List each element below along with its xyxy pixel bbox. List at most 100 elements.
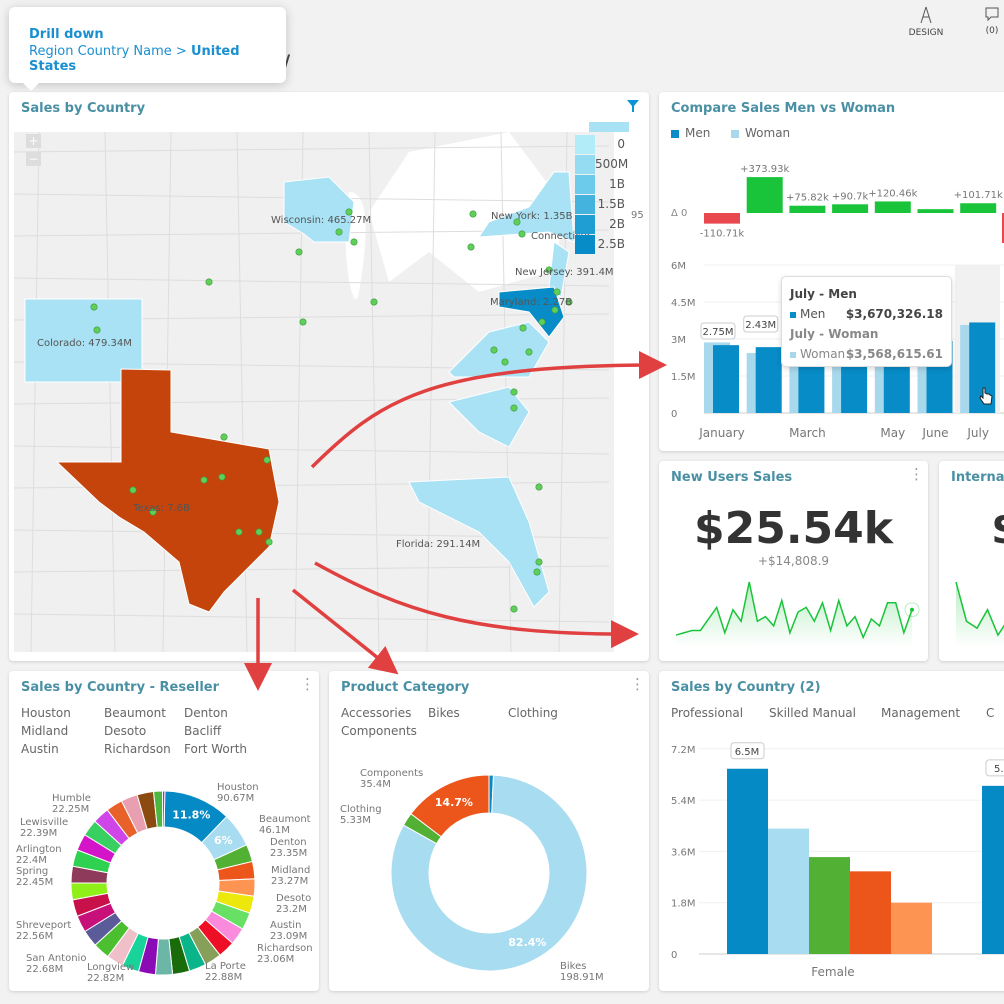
card-title: New Users Sales xyxy=(671,470,793,485)
y-tick: 6M xyxy=(671,261,686,272)
internal-card: Internal $ xyxy=(939,461,1004,661)
legend-cut-label: 95 xyxy=(631,210,644,221)
tooltip-header-woman: July - Woman xyxy=(790,327,879,341)
x-tick: March xyxy=(789,426,826,440)
state-maryland xyxy=(498,286,565,338)
bar-label: 6.5M xyxy=(735,747,760,758)
legend-item-desoto[interactable]: Desoto xyxy=(104,724,147,738)
y-tick: 1.8M xyxy=(671,899,696,910)
legend-swatch xyxy=(575,175,595,194)
legend-item-clothing[interactable]: Clothing xyxy=(508,706,558,720)
legend-item-bacliff[interactable]: Bacliff xyxy=(184,724,222,738)
legend-item-skilled-manual[interactable]: Skilled Manual xyxy=(769,706,856,720)
card-title: Sales by Country - Reseller xyxy=(21,680,220,695)
bar-label-box xyxy=(743,315,779,333)
slice-components xyxy=(410,774,490,838)
legend-item-beaumont[interactable]: Beaumont xyxy=(104,706,166,720)
zoom-out-button[interactable]: − xyxy=(26,152,41,166)
legend-item-midland[interactable]: Midland xyxy=(21,724,69,738)
legend-item-fort-worth[interactable]: Fort Worth xyxy=(184,742,248,756)
zoom-in-button[interactable]: + xyxy=(26,134,41,148)
legend-item-c[interactable]: C xyxy=(986,706,995,720)
compare-chart[interactable]: Δ 0 -110.71k +373.93k +75.82k +90.7k +120.46k… xyxy=(659,92,1004,451)
location-dot xyxy=(538,318,546,326)
slice-percent: 6% xyxy=(214,834,233,847)
us-map[interactable]: Wisconsin: 465.27M Colorado: 479.34M Texas… xyxy=(9,92,649,661)
state-label: Maryland: 2.27B xyxy=(490,297,572,308)
legend-woman[interactable]: Woman xyxy=(731,126,790,140)
location-dot xyxy=(220,433,228,441)
sparkline xyxy=(955,581,1004,647)
slice-label: Spring 22.45M xyxy=(16,866,54,888)
state-label: Texas: 7.6B xyxy=(132,503,190,514)
location-dot xyxy=(265,538,273,546)
reseller-donut[interactable]: 11.8% 6% xyxy=(9,671,319,991)
legend-swatch xyxy=(575,235,595,254)
sparkline-end-dot xyxy=(910,607,914,612)
slice-label: Midland 23.27M xyxy=(271,865,311,887)
location-dot xyxy=(370,298,378,306)
legend-label: 500M xyxy=(595,157,629,171)
card-title: Internal xyxy=(951,470,1004,485)
legend-men[interactable]: Men xyxy=(671,126,710,140)
legend-item-richardson[interactable]: Richardson xyxy=(104,742,171,756)
location-dot xyxy=(295,248,303,256)
legend-label: 2.5B xyxy=(597,237,625,251)
location-dot xyxy=(510,388,518,396)
product-donut[interactable]: 82.4% 14.7% xyxy=(329,671,649,991)
slice-label: La Porte 22.88M xyxy=(205,961,246,983)
slice-percent: 82.4% xyxy=(508,936,546,949)
drilldown-title: Drill down xyxy=(29,27,104,42)
legend-item-houston[interactable]: Houston xyxy=(21,706,71,720)
state-maine xyxy=(589,122,629,132)
y-tick: 0 xyxy=(671,409,677,420)
slice-label: San Antonio 22.68M xyxy=(26,953,87,975)
delta-bar xyxy=(789,205,826,213)
legend-item-austin[interactable]: Austin xyxy=(21,742,59,756)
location-dot xyxy=(335,228,343,236)
legend-item-denton[interactable]: Denton xyxy=(184,706,228,720)
legend-item-accessories[interactable]: Accessories xyxy=(341,706,412,720)
legend-label: 1B xyxy=(609,177,625,191)
hand-cursor-icon xyxy=(979,387,993,405)
design-button[interactable]: DESIGN xyxy=(906,6,946,38)
men-bar xyxy=(755,347,782,413)
location-dot xyxy=(263,456,271,464)
delta-axis-label: Δ 0 xyxy=(671,208,687,219)
state-label: Colorado: 479.34M xyxy=(37,338,132,349)
tooltip-header-men: July - Men xyxy=(790,287,857,301)
bar-label-box xyxy=(730,742,765,760)
state-label: Florida: 291.14M xyxy=(396,539,480,550)
y-tick: 7.2M xyxy=(671,745,696,756)
slice-percent: 11.8% xyxy=(172,809,210,822)
slice-label: Components 35.4M xyxy=(360,768,424,790)
card-title: Sales by Country (2) xyxy=(671,680,821,695)
legend-item-bikes[interactable]: Bikes xyxy=(428,706,460,720)
legend-swatch xyxy=(575,195,595,214)
filter-icon[interactable] xyxy=(626,99,640,113)
kpi-delta: +$14,808.9 xyxy=(757,554,830,568)
drilldown-path[interactable]: Region Country Name > United States xyxy=(29,44,240,74)
legend-item-professional[interactable]: Professional xyxy=(671,706,744,720)
sales2-bar-chart[interactable]: 0 1.8M 3.6M 5.4M 7.2M 6.5M 5.9 Female xyxy=(659,671,1004,991)
slice-label: Shreveport 22.56M xyxy=(16,920,72,942)
bar-female xyxy=(809,857,850,954)
new-users-sales-card: New Users Sales ⋮ $25.54k +$14,808.9 xyxy=(659,461,928,661)
border-line xyxy=(13,277,610,287)
legend-item-components[interactable]: Components xyxy=(341,724,417,738)
slice-label: Clothing 5.33M xyxy=(340,804,382,826)
delta-label: +75.82k xyxy=(786,193,829,204)
drilldown-tooltip: Drill down Region Country Name > United … xyxy=(9,7,286,91)
delta-bar xyxy=(874,201,911,213)
delta-bar xyxy=(960,203,997,213)
comments-button[interactable]: (0) xyxy=(980,7,1004,36)
x-tick: Female xyxy=(811,965,854,979)
bar-female xyxy=(850,871,891,954)
legend-label: 2B xyxy=(609,217,625,231)
slice-label: Desoto 23.2M xyxy=(276,893,312,915)
comment-icon xyxy=(985,7,999,22)
location-dot xyxy=(345,208,353,216)
legend-item-management[interactable]: Management xyxy=(881,706,961,720)
location-dot xyxy=(467,243,475,251)
x-tick: July xyxy=(966,426,989,440)
